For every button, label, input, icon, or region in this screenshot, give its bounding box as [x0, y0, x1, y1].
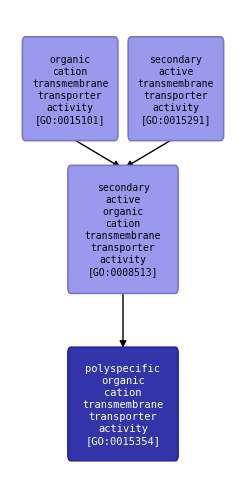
FancyBboxPatch shape: [68, 166, 178, 294]
Text: secondary
active
transmembrane
transporter
activity
[GO:0015291]: secondary active transmembrane transport…: [138, 55, 214, 124]
FancyBboxPatch shape: [128, 38, 224, 141]
Text: secondary
active
organic
cation
transmembrane
transporter
activity
[GO:0008513]: secondary active organic cation transmem…: [85, 183, 161, 277]
Text: organic
cation
transmembrane
transporter
activity
[GO:0015101]: organic cation transmembrane transporter…: [32, 55, 108, 124]
Text: polyspecific
organic
cation
transmembrane
transporter
activity
[GO:0015354]: polyspecific organic cation transmembran…: [82, 363, 164, 445]
FancyBboxPatch shape: [68, 348, 178, 461]
FancyBboxPatch shape: [22, 38, 118, 141]
